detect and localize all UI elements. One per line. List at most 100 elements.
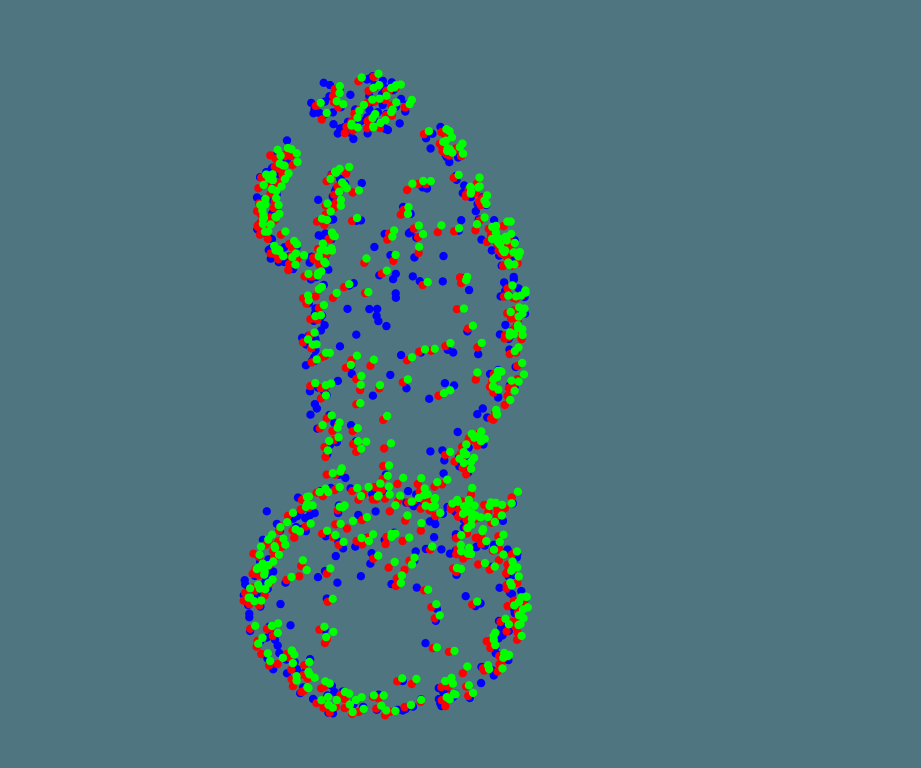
green-point: [486, 498, 496, 507]
red-point: [416, 526, 425, 535]
green-point: [491, 372, 501, 382]
green-point: [489, 545, 499, 554]
green-point: [424, 127, 434, 136]
green-point: [301, 502, 311, 512]
green-point: [457, 531, 466, 540]
green-point: [432, 643, 442, 652]
green-point: [493, 238, 503, 247]
green-point: [383, 411, 392, 421]
green-point: [302, 565, 311, 575]
green-point: [325, 436, 334, 446]
green-point: [459, 304, 469, 313]
green-point: [255, 550, 264, 559]
green-point: [364, 536, 374, 546]
green-point: [407, 353, 417, 362]
green-point: [326, 564, 335, 573]
green-point: [326, 207, 335, 216]
green-point: [308, 340, 318, 349]
green-point: [498, 664, 507, 673]
green-point: [364, 287, 373, 297]
green-point: [523, 603, 532, 612]
green-point: [362, 254, 371, 263]
green-point: [405, 533, 414, 542]
green-point: [268, 170, 277, 179]
green-point: [510, 601, 519, 610]
red-point: [297, 687, 306, 697]
green-point: [326, 379, 336, 388]
blue-point: [329, 215, 338, 224]
green-point: [398, 674, 407, 683]
green-point: [369, 83, 378, 93]
green-point: [266, 220, 275, 229]
green-point: [283, 518, 292, 527]
green-point: [259, 180, 268, 190]
green-point: [464, 495, 474, 505]
green-point: [399, 473, 408, 482]
blue-point: [331, 551, 340, 561]
blue-point: [310, 509, 319, 518]
blue-point: [437, 545, 446, 554]
green-point: [339, 100, 348, 109]
green-point: [335, 88, 344, 98]
green-point: [311, 378, 320, 388]
green-point: [352, 213, 362, 223]
green-point: [510, 346, 519, 356]
green-point: [454, 224, 464, 233]
green-point: [379, 691, 388, 700]
green-point: [480, 558, 490, 568]
blue-point: [329, 120, 338, 129]
green-point: [430, 344, 439, 353]
red-point: [452, 305, 462, 314]
blue-point: [426, 144, 435, 153]
green-point: [258, 559, 267, 568]
green-point: [362, 513, 372, 522]
green-point: [323, 692, 333, 702]
green-point: [332, 97, 341, 106]
red-point: [342, 169, 351, 178]
green-point: [351, 695, 361, 705]
blue-point: [438, 277, 447, 286]
red-point: [414, 248, 423, 258]
green-point: [376, 118, 385, 128]
blue-point: [335, 342, 345, 351]
green-point: [374, 491, 383, 500]
red-point: [342, 524, 352, 533]
green-point: [318, 239, 328, 248]
green-point: [319, 300, 329, 310]
green-point: [482, 536, 491, 546]
green-point: [521, 288, 530, 297]
red-point: [362, 124, 372, 133]
green-point: [463, 523, 472, 533]
blue-point: [346, 90, 355, 100]
green-point: [274, 550, 284, 559]
green-point: [475, 173, 484, 182]
green-point: [508, 564, 517, 573]
green-point: [463, 549, 473, 558]
blue-point: [320, 321, 329, 330]
green-point: [308, 501, 317, 510]
green-point: [336, 519, 345, 528]
green-point: [326, 174, 335, 184]
green-point: [388, 105, 397, 114]
blue-point: [314, 195, 323, 204]
green-point: [397, 571, 406, 580]
green-point: [332, 695, 341, 705]
green-point: [347, 119, 356, 128]
green-point: [357, 444, 366, 453]
blue-point: [370, 242, 379, 252]
blue-point: [357, 178, 366, 188]
green-point: [369, 122, 378, 131]
green-point: [314, 252, 323, 261]
green-point: [474, 183, 483, 192]
green-point: [322, 526, 332, 535]
green-point: [345, 280, 354, 289]
green-point: [492, 410, 502, 419]
blue-point: [319, 78, 328, 88]
green-point: [330, 232, 339, 241]
green-point: [352, 351, 362, 360]
green-point: [450, 646, 459, 656]
green-point: [414, 242, 424, 251]
green-point: [484, 664, 494, 674]
